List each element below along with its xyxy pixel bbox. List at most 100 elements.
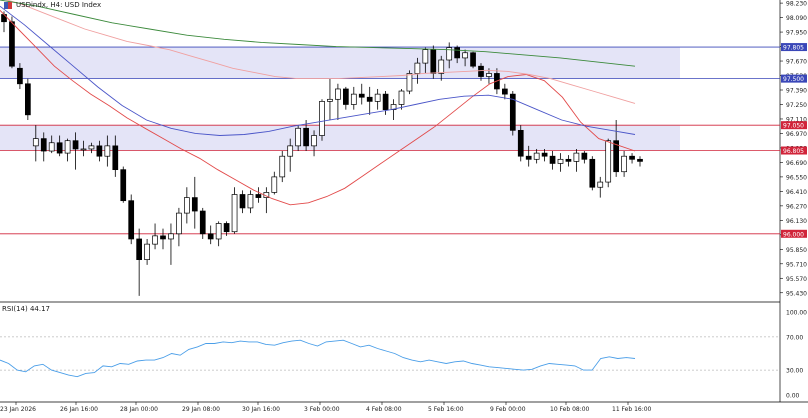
rsi-tick-label: 100.00: [786, 310, 807, 317]
price-tick-label: 97.670: [786, 59, 807, 66]
candle-body[interactable]: [517, 129, 524, 157]
candle-body[interactable]: [430, 49, 437, 74]
candle-body[interactable]: [199, 210, 206, 235]
candle-body[interactable]: [446, 47, 453, 61]
candle-body[interactable]: [319, 101, 325, 136]
candle-body[interactable]: [191, 197, 198, 212]
candle-body[interactable]: [422, 49, 429, 64]
price-tick-label: 98.090: [786, 15, 807, 22]
time-tick-label: 23 Jan 2026: [0, 406, 36, 413]
candle-body[interactable]: [303, 127, 309, 147]
candle-body[interactable]: [239, 194, 246, 209]
candle-body[interactable]: [17, 67, 23, 85]
candle-body[interactable]: [502, 88, 508, 95]
candle-body[interactable]: [120, 169, 127, 202]
candle-body[interactable]: [597, 181, 604, 188]
candle-body[interactable]: [247, 194, 254, 209]
candle-body[interactable]: [176, 212, 182, 235]
candle-body[interactable]: [605, 140, 612, 183]
candle-body[interactable]: [621, 155, 627, 173]
candle-body[interactable]: [72, 140, 79, 150]
candle-body[interactable]: [128, 200, 135, 240]
candle-body[interactable]: [9, 21, 15, 67]
candle-body[interactable]: [557, 158, 564, 164]
level-tag-label: 96.000: [783, 231, 804, 238]
symbol-name: USDindx, H4: USD Index: [16, 1, 102, 9]
candle-body[interactable]: [184, 197, 190, 214]
price-tick-label: 96.130: [786, 218, 807, 225]
price-tick-label: 97.250: [786, 102, 807, 109]
candle-body[interactable]: [637, 158, 643, 162]
level-tag-label: 97.805: [783, 45, 804, 52]
candle-body[interactable]: [160, 235, 166, 240]
candle-body[interactable]: [32, 138, 39, 147]
candle-body[interactable]: [478, 65, 484, 77]
candle-body[interactable]: [382, 93, 389, 111]
candle-body[interactable]: [565, 158, 572, 162]
candle-body[interactable]: [168, 233, 174, 240]
candle-body[interactable]: [40, 138, 47, 152]
candle-body[interactable]: [454, 47, 460, 59]
candle-body[interactable]: [223, 223, 230, 233]
candle-body[interactable]: [350, 93, 357, 105]
candle-body[interactable]: [112, 145, 119, 171]
candle-body[interactable]: [573, 152, 580, 162]
candle-body[interactable]: [549, 155, 556, 164]
moving-average-line-1: [5, 0, 636, 104]
candle-body[interactable]: [279, 155, 286, 178]
candle-body[interactable]: [414, 62, 421, 74]
candle-body[interactable]: [295, 127, 301, 147]
price-tick-label: 98.230: [786, 1, 807, 8]
candle-body[interactable]: [629, 155, 635, 160]
candle-body[interactable]: [525, 155, 532, 160]
moving-average-line-2: [0, 5, 636, 136]
candle-body[interactable]: [25, 83, 31, 116]
candle-body[interactable]: [144, 243, 150, 261]
price-tick-label: 95.710: [786, 261, 807, 268]
candle-body[interactable]: [470, 52, 476, 67]
candle-body[interactable]: [541, 152, 548, 157]
candle-body[interactable]: [152, 235, 158, 245]
candle-body[interactable]: [80, 148, 87, 151]
candle-body[interactable]: [215, 223, 222, 240]
time-tick-label: 9 Feb 00:00: [490, 406, 526, 413]
candle-body[interactable]: [613, 140, 620, 173]
candle-body[interactable]: [589, 158, 596, 188]
candle-body[interactable]: [343, 88, 349, 105]
time-tick-label: 11 Feb 16:00: [612, 406, 652, 413]
candle-body[interactable]: [406, 73, 413, 92]
candle-body[interactable]: [398, 90, 405, 105]
candle-body[interactable]: [311, 135, 317, 147]
price-tick-label: 96.410: [786, 189, 807, 196]
time-tick-label: 3 Feb 00:00: [304, 406, 340, 413]
level-tag-4: [781, 229, 807, 238]
candle-body[interactable]: [438, 59, 445, 74]
candle-body[interactable]: [335, 88, 341, 100]
candle-body[interactable]: [366, 96, 373, 102]
candle-body[interactable]: [48, 142, 55, 152]
price-tick-label: 96.690: [786, 160, 807, 167]
candle-body[interactable]: [231, 194, 238, 233]
candle-body[interactable]: [271, 176, 278, 193]
candle-body[interactable]: [96, 145, 103, 157]
candle-body[interactable]: [486, 73, 492, 77]
candle-body[interactable]: [509, 93, 516, 131]
candle-body[interactable]: [207, 233, 214, 240]
candle-body[interactable]: [255, 194, 262, 198]
candle-body[interactable]: [64, 140, 71, 154]
candle-body[interactable]: [581, 152, 588, 160]
candle-body[interactable]: [327, 98, 333, 102]
candle-body[interactable]: [287, 145, 294, 157]
candle-body[interactable]: [136, 238, 142, 261]
candle-body[interactable]: [358, 93, 365, 98]
candle-body[interactable]: [1, 14, 7, 23]
candle-body[interactable]: [390, 104, 397, 111]
candle-body[interactable]: [104, 145, 111, 157]
candle-body[interactable]: [56, 142, 63, 154]
candle-body[interactable]: [462, 52, 468, 59]
candle-body[interactable]: [533, 152, 540, 160]
candle-body[interactable]: [88, 145, 95, 150]
candle-body[interactable]: [374, 93, 381, 102]
